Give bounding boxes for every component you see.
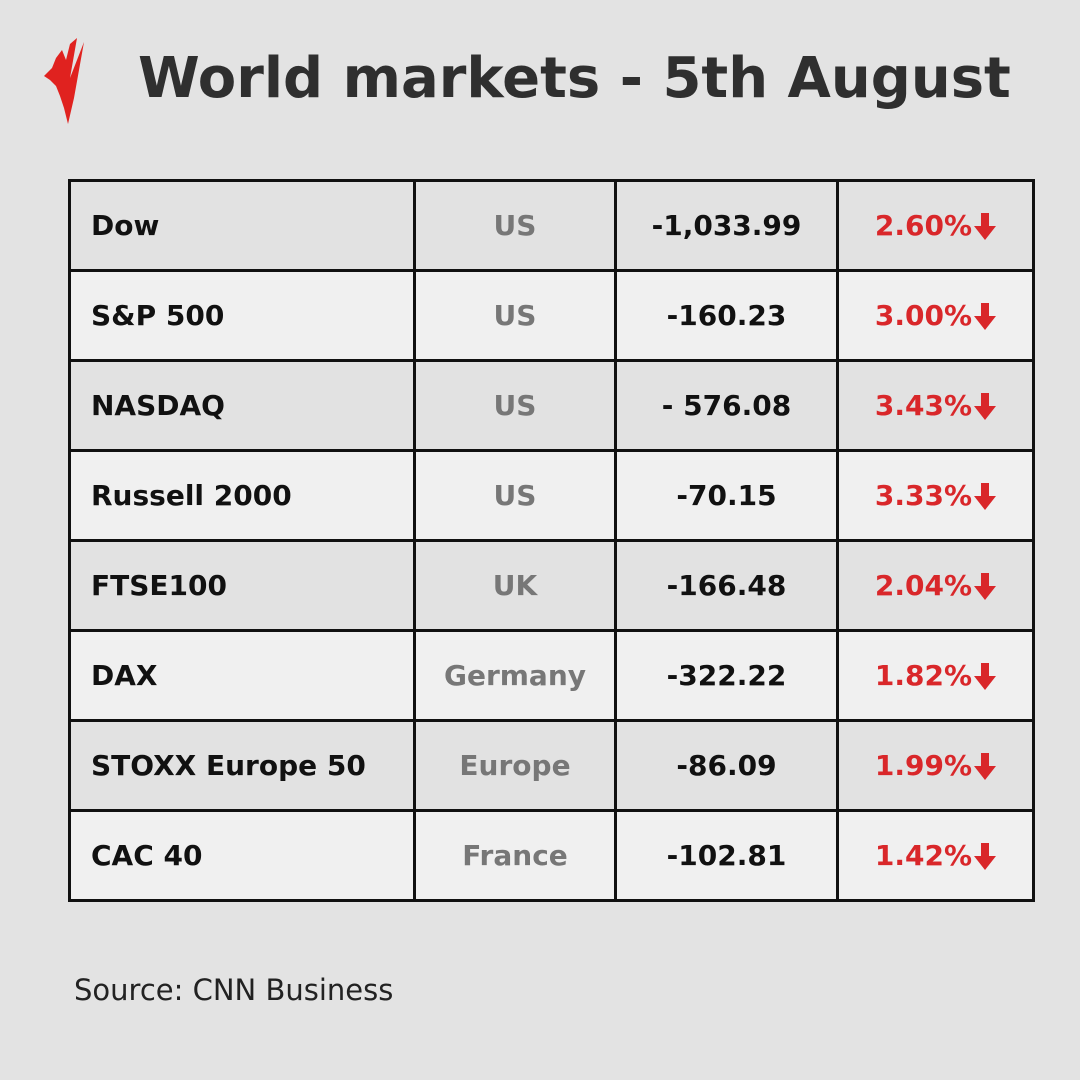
arrow-down-icon: [974, 573, 997, 600]
percent-change-cell: 1.99%: [836, 719, 1035, 812]
table-row: CAC 40 France -102.81 1.42%: [68, 809, 1035, 902]
region: US: [413, 449, 617, 542]
region: US: [413, 179, 617, 272]
arrow-down-icon: [974, 483, 997, 510]
arrow-down-icon: [974, 753, 997, 780]
table-row: STOXX Europe 50 Europe -86.09 1.99%: [68, 719, 1035, 812]
markets-table: Dow US -1,033.99 2.60% S&P 500 US -160.23 3.00%…: [68, 179, 1035, 902]
arrow-down-icon: [974, 303, 997, 330]
percent-change: 3.43%: [874, 389, 973, 422]
table-row: S&P 500 US -160.23 3.00%: [68, 269, 1035, 362]
sbs-logo-icon: [44, 38, 84, 124]
percent-change: 1.99%: [874, 749, 973, 782]
point-change: -102.81: [614, 809, 839, 902]
region: Germany: [413, 629, 617, 722]
table-row: Dow US -1,033.99 2.60%: [68, 179, 1035, 272]
percent-change-cell: 1.82%: [836, 629, 1035, 722]
percent-change: 3.33%: [874, 479, 973, 512]
percent-change-cell: 3.33%: [836, 449, 1035, 542]
point-change: -166.48: [614, 539, 839, 632]
region: US: [413, 359, 617, 452]
percent-change: 2.04%: [874, 569, 973, 602]
index-name: STOXX Europe 50: [68, 719, 416, 812]
index-name: FTSE100: [68, 539, 416, 632]
arrow-down-icon: [974, 213, 997, 240]
table-row: DAX Germany -322.22 1.82%: [68, 629, 1035, 722]
index-name: Dow: [68, 179, 416, 272]
arrow-down-icon: [974, 393, 997, 420]
point-change: -160.23: [614, 269, 839, 362]
arrow-down-icon: [974, 663, 997, 690]
point-change: - 576.08: [614, 359, 839, 452]
region: UK: [413, 539, 617, 632]
point-change: -70.15: [614, 449, 839, 542]
index-name: S&P 500: [68, 269, 416, 362]
table-row: NASDAQ US - 576.08 3.43%: [68, 359, 1035, 452]
region: Europe: [413, 719, 617, 812]
table-row: FTSE100 UK -166.48 2.04%: [68, 539, 1035, 632]
region: France: [413, 809, 617, 902]
index-name: NASDAQ: [68, 359, 416, 452]
source-note: Source: CNN Business: [74, 973, 394, 1007]
percent-change: 1.42%: [874, 839, 973, 872]
index-name: Russell 2000: [68, 449, 416, 542]
percent-change: 2.60%: [874, 209, 973, 242]
index-name: DAX: [68, 629, 416, 722]
index-name: CAC 40: [68, 809, 416, 902]
percent-change-cell: 3.00%: [836, 269, 1035, 362]
percent-change-cell: 1.42%: [836, 809, 1035, 902]
point-change: -86.09: [614, 719, 839, 812]
percent-change: 3.00%: [874, 299, 973, 332]
percent-change: 1.82%: [874, 659, 973, 692]
table-row: Russell 2000 US -70.15 3.33%: [68, 449, 1035, 542]
region: US: [413, 269, 617, 362]
point-change: -1,033.99: [614, 179, 839, 272]
percent-change-cell: 2.04%: [836, 539, 1035, 632]
arrow-down-icon: [974, 843, 997, 870]
percent-change-cell: 2.60%: [836, 179, 1035, 272]
point-change: -322.22: [614, 629, 839, 722]
percent-change-cell: 3.43%: [836, 359, 1035, 452]
page-title: World markets - 5th August: [138, 46, 1011, 111]
